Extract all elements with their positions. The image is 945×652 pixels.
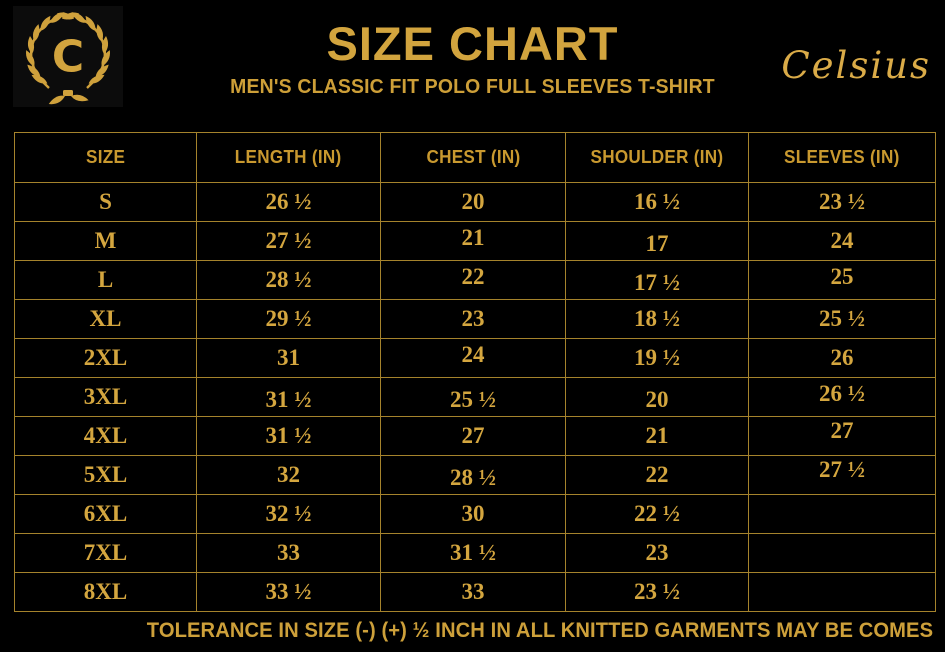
cell-shoulder: 20 [565, 377, 749, 417]
cell-length: 33 [196, 533, 381, 573]
page-subtitle: MEN'S CLASSIC FIT POLO FULL SLEEVES T-SH… [230, 76, 715, 98]
cell-size: 8XL [14, 572, 197, 612]
column-header-size: SIZE [14, 132, 197, 183]
cell-length: 31 [196, 338, 381, 378]
column-header-label: LENGTH (IN) [235, 147, 342, 167]
cell-shoulder: 22 ½ [565, 494, 749, 534]
column-header-label: SLEEVES (IN) [784, 147, 900, 167]
cell-length: 26 ½ [196, 182, 381, 222]
cell-shoulder: 23 [565, 533, 749, 573]
cell-length: 31 ½ [196, 377, 381, 417]
table-row: 5XL 32 28 ½ 22 27 ½ [14, 455, 936, 495]
cell-shoulder: 19 ½ [565, 338, 749, 378]
cell-chest: 22 [380, 260, 566, 300]
cell-length: 33 ½ [196, 572, 381, 612]
page-title: SIZE CHART [326, 17, 619, 70]
cell-shoulder: 22 [565, 455, 749, 495]
table-row: 3XL 31 ½ 25 ½ 20 26 ½ [14, 377, 936, 417]
column-header-chest: CHEST (IN) [380, 132, 566, 183]
laurel-wreath-icon: C [13, 6, 123, 106]
cell-chest: 30 [380, 494, 566, 534]
cell-chest: 23 [380, 299, 566, 339]
cell-chest: 33 [380, 572, 566, 612]
cell-size: 5XL [14, 455, 197, 495]
column-header-length: LENGTH (IN) [196, 132, 381, 183]
cell-sleeves: 24 [748, 221, 936, 261]
brand-logo: C [13, 6, 123, 107]
cell-length: 29 ½ [196, 299, 381, 339]
table-row: 8XL 33 ½ 33 23 ½ [14, 572, 936, 612]
cell-sleeves [748, 494, 936, 534]
tolerance-note: TOLERANCE IN SIZE (-) (+) ½ INCH IN ALL … [146, 619, 933, 642]
cell-sleeves: 27 ½ [748, 455, 936, 495]
cell-size: XL [14, 299, 197, 339]
logo-letter: C [52, 32, 84, 83]
header-titles: SIZE CHART MEN'S CLASSIC FIT POLO FULL S… [0, 0, 945, 99]
cell-size: 2XL [14, 338, 197, 378]
column-header-sleeves: SLEEVES (IN) [748, 132, 936, 183]
cell-shoulder: 17 ½ [565, 260, 749, 300]
column-header-label: SHOULDER (IN) [590, 147, 724, 167]
cell-shoulder: 17 [565, 221, 749, 261]
column-header-shoulder: SHOULDER (IN) [565, 132, 749, 183]
column-header-label: CHEST (IN) [425, 147, 521, 167]
size-table: SIZE LENGTH (IN) CHEST (IN) SHOULDER (IN… [14, 132, 936, 612]
table-row: M 27 ½ 21 17 24 [14, 221, 936, 261]
cell-sleeves: 25 [748, 260, 936, 300]
cell-sleeves: 25 ½ [748, 299, 936, 339]
cell-size: 4XL [14, 416, 197, 456]
cell-sleeves [748, 533, 936, 573]
cell-length: 27 ½ [196, 221, 381, 261]
table-row: 2XL 31 24 19 ½ 26 [14, 338, 936, 378]
cell-chest: 24 [380, 338, 566, 378]
cell-shoulder: 16 ½ [565, 182, 749, 222]
cell-chest: 27 [380, 416, 566, 456]
table-row: 4XL 31 ½ 27 21 27 [14, 416, 936, 456]
cell-size: 7XL [14, 533, 197, 573]
brand-name: Celsius [781, 44, 931, 87]
table-row: 6XL 32 ½ 30 22 ½ [14, 494, 936, 534]
cell-size: S [14, 182, 197, 222]
cell-chest: 28 ½ [380, 455, 566, 495]
cell-shoulder: 23 ½ [565, 572, 749, 612]
cell-size: M [14, 221, 197, 261]
cell-sleeves: 27 [748, 416, 936, 456]
cell-size: 3XL [14, 377, 197, 417]
table-row: L 28 ½ 22 17 ½ 25 [14, 260, 936, 300]
cell-chest: 21 [380, 221, 566, 261]
cell-size: L [14, 260, 197, 300]
cell-length: 28 ½ [196, 260, 381, 300]
table-row: S 26 ½ 20 16 ½ 23 ½ [14, 182, 936, 222]
cell-chest: 25 ½ [380, 377, 566, 417]
cell-length: 31 ½ [196, 416, 381, 456]
cell-size: 6XL [14, 494, 197, 534]
column-header-label: SIZE [85, 147, 126, 167]
table-row: XL 29 ½ 23 18 ½ 25 ½ [14, 299, 936, 339]
cell-shoulder: 18 ½ [565, 299, 749, 339]
cell-length: 32 [196, 455, 381, 495]
cell-chest: 31 ½ [380, 533, 566, 573]
cell-shoulder: 21 [565, 416, 749, 456]
cell-sleeves: 26 ½ [748, 377, 936, 417]
cell-chest: 20 [380, 182, 566, 222]
cell-sleeves: 26 [748, 338, 936, 378]
cell-sleeves: 23 ½ [748, 182, 936, 222]
cell-length: 32 ½ [196, 494, 381, 534]
table-header-row: SIZE LENGTH (IN) CHEST (IN) SHOULDER (IN… [14, 132, 936, 183]
cell-sleeves [748, 572, 936, 612]
table-row: 7XL 33 31 ½ 23 [14, 533, 936, 573]
